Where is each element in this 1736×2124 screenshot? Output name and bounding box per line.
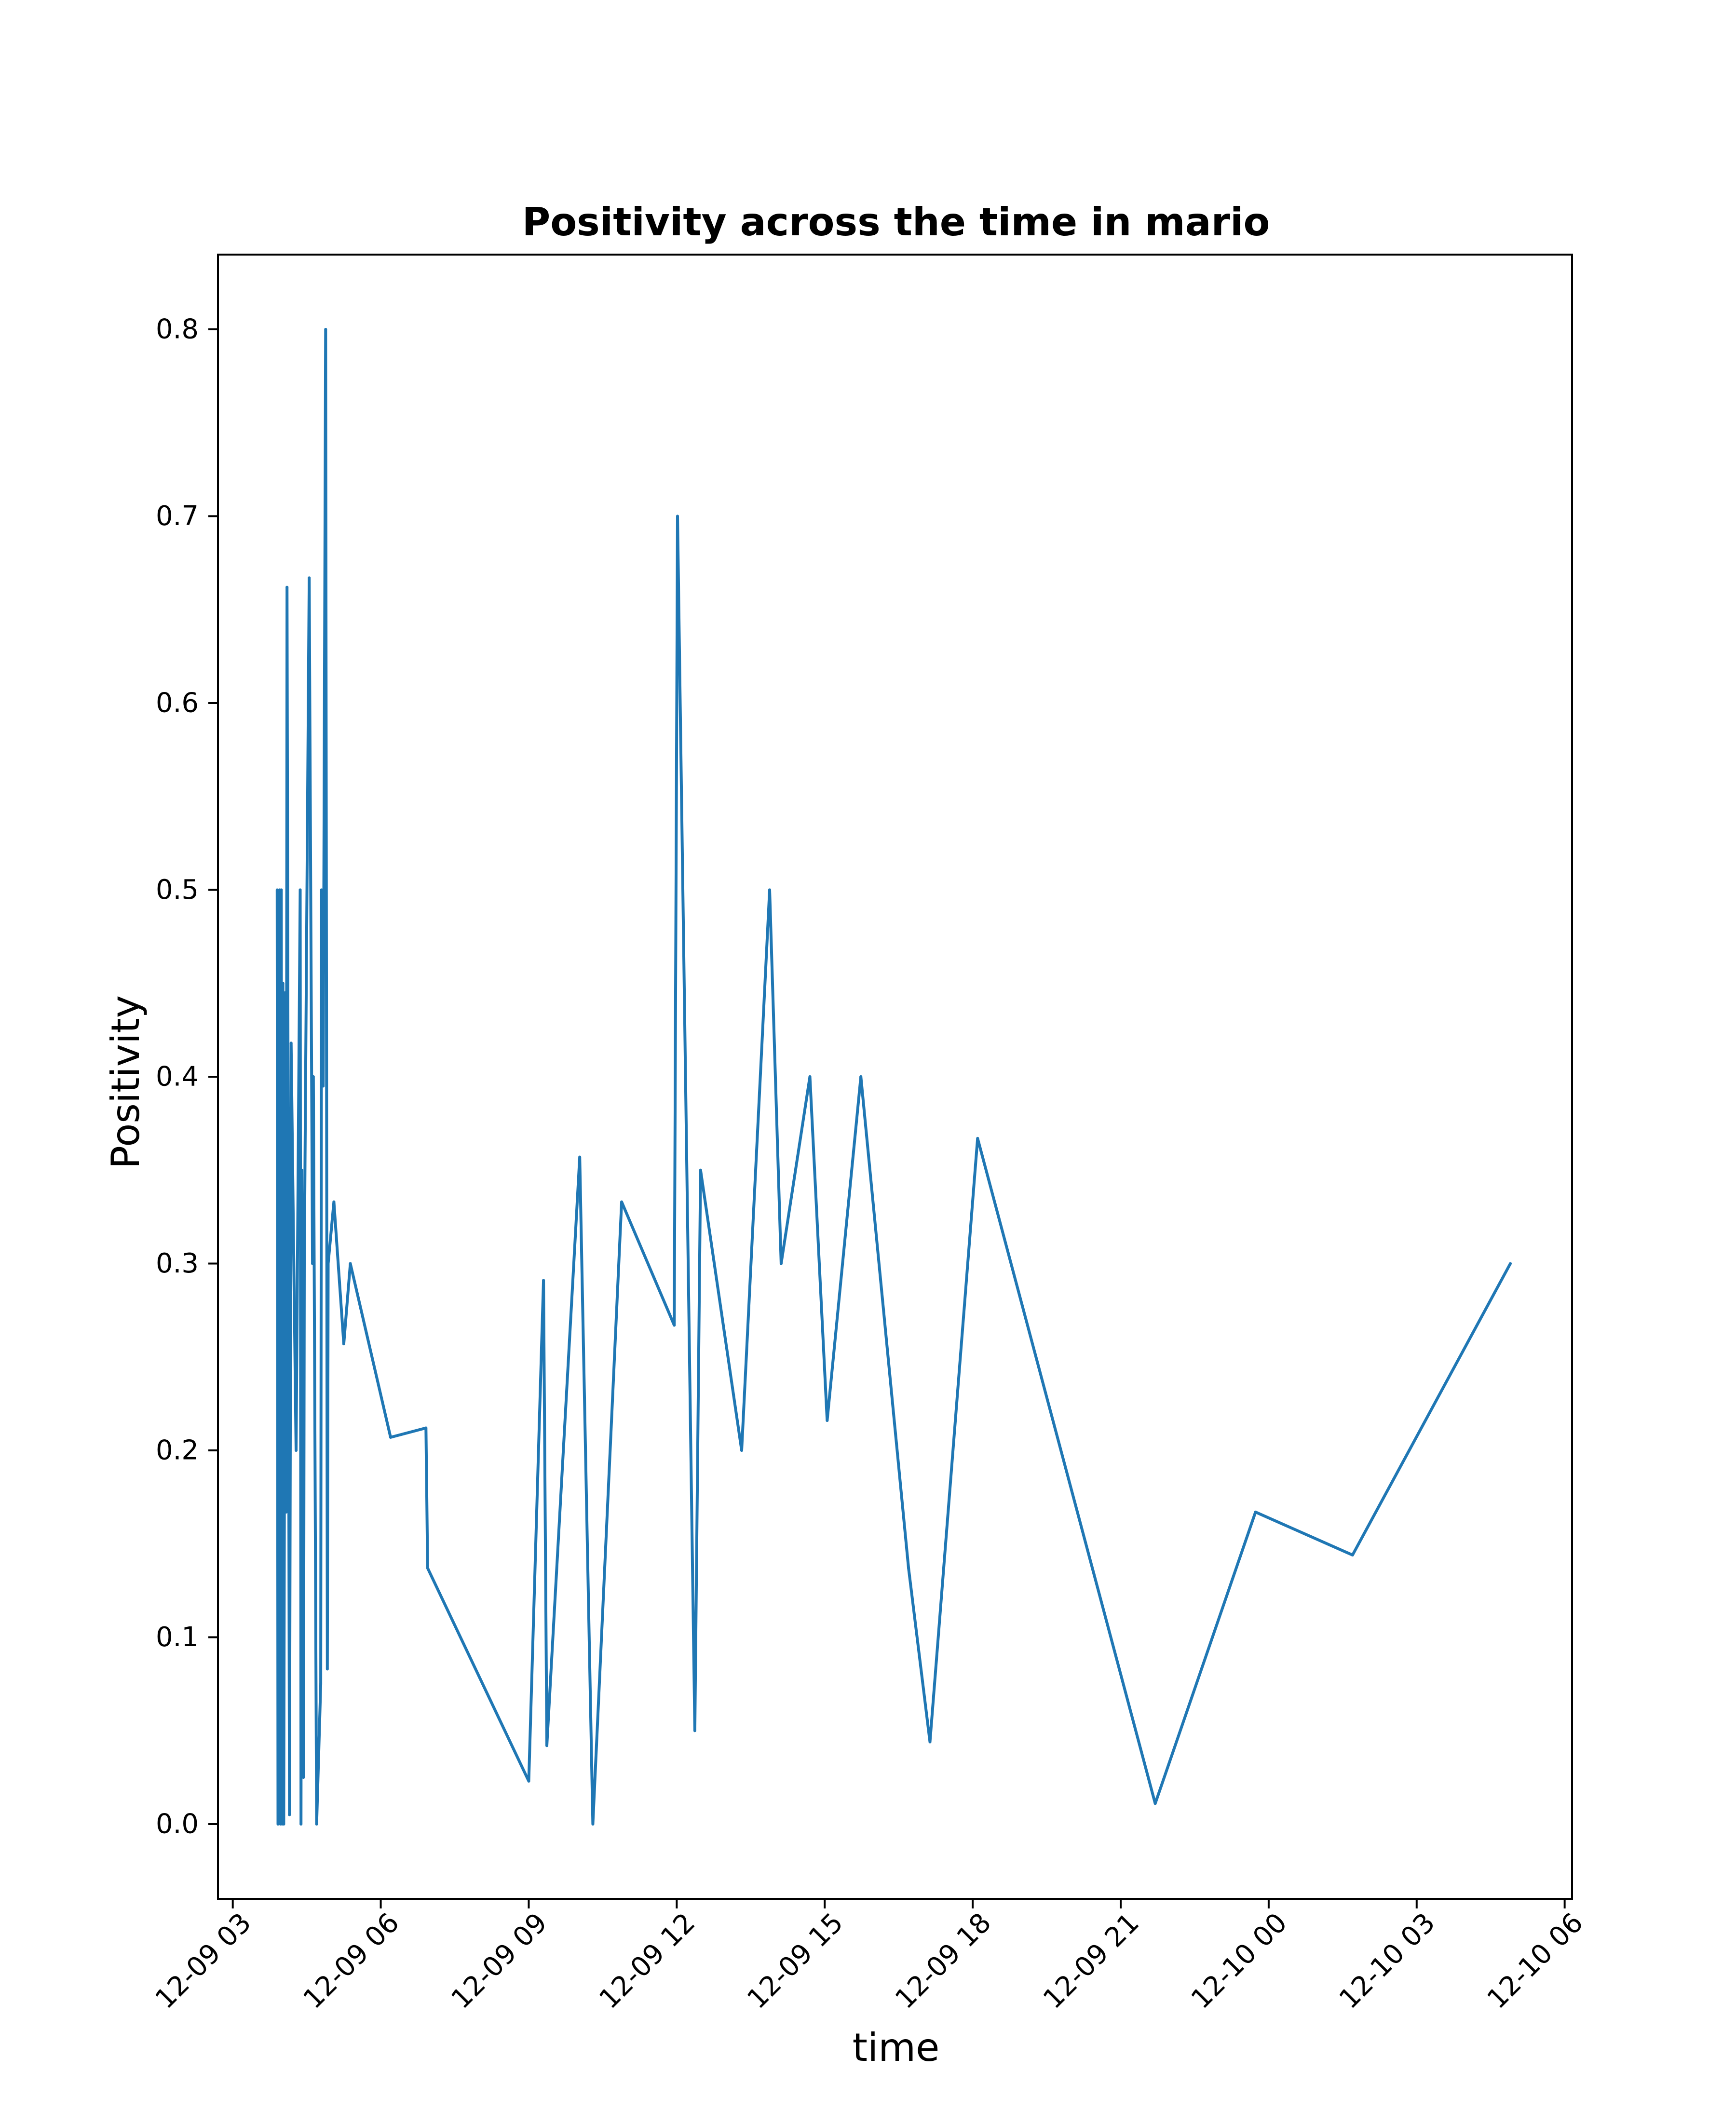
data-point [591, 1823, 595, 1826]
y-tick-label: 0.6 [156, 688, 199, 719]
series-points [275, 328, 1512, 1826]
data-point [300, 1168, 303, 1172]
data-point [768, 888, 771, 892]
data-point [1254, 1510, 1257, 1514]
data-point [976, 1136, 979, 1140]
x-axis-label: time [853, 2025, 940, 2070]
data-point [322, 1084, 325, 1088]
data-point [426, 1567, 429, 1570]
data-point [424, 1426, 428, 1430]
data-point [288, 1813, 291, 1816]
data-point [699, 1168, 702, 1172]
data-point [326, 1667, 329, 1671]
y-tick-label: 0.5 [156, 874, 199, 906]
data-point [275, 888, 279, 892]
y-tick-label: 0.8 [156, 314, 199, 345]
data-point [740, 1449, 743, 1452]
data-point [286, 982, 289, 985]
y-tick-label: 0.4 [156, 1061, 199, 1093]
data-point [289, 1042, 293, 1045]
data-point [349, 1262, 352, 1265]
data-point [285, 585, 289, 589]
y-tick-label: 0.3 [156, 1248, 199, 1279]
data-point [285, 1510, 288, 1514]
data-point [311, 1262, 314, 1265]
data-point [907, 1567, 910, 1570]
data-point [312, 1075, 315, 1078]
data-point [302, 1776, 305, 1779]
data-point [315, 1823, 318, 1826]
data-point [676, 514, 679, 518]
data-point [281, 982, 285, 985]
data-point [542, 1279, 545, 1282]
data-point [326, 1262, 330, 1265]
data-point [578, 1155, 582, 1159]
data-point [620, 1200, 624, 1204]
data-point [1509, 1262, 1512, 1265]
data-point [308, 576, 311, 580]
data-point [303, 1262, 306, 1265]
data-point [826, 1419, 829, 1422]
data-point [276, 1823, 280, 1826]
y-axis-ticks: 0.0 0.1 0.2 0.3 0.4 0.5 0.6 0.7 0.8 [156, 314, 218, 1840]
y-tick-label: 0.2 [156, 1435, 199, 1466]
y-axis-label: Positivity [103, 995, 148, 1169]
data-point [342, 1342, 345, 1346]
data-point [282, 1823, 285, 1826]
data-point [693, 1729, 696, 1732]
data-point [280, 888, 283, 892]
data-point [779, 1262, 783, 1265]
data-point [545, 1744, 548, 1747]
data-point [320, 888, 323, 892]
data-point [389, 1435, 392, 1439]
y-tick-label: 0.1 [156, 1622, 199, 1653]
data-point [1153, 1802, 1157, 1805]
data-point [928, 1740, 932, 1744]
data-point [298, 888, 302, 892]
y-tick-label: 0.7 [156, 501, 199, 532]
data-point [319, 1682, 323, 1686]
data-point [859, 1075, 863, 1078]
data-point [673, 1324, 676, 1327]
data-point [295, 1449, 298, 1452]
data-point [527, 1779, 530, 1783]
y-tick-label: 0.0 [156, 1809, 199, 1840]
data-point [299, 1823, 303, 1826]
data-point [808, 1075, 812, 1078]
chart-title: Positivity across the time in mario [522, 200, 1270, 244]
data-point [1351, 1554, 1354, 1556]
data-point [324, 328, 327, 331]
data-point [332, 1200, 336, 1204]
data-point [284, 991, 287, 994]
